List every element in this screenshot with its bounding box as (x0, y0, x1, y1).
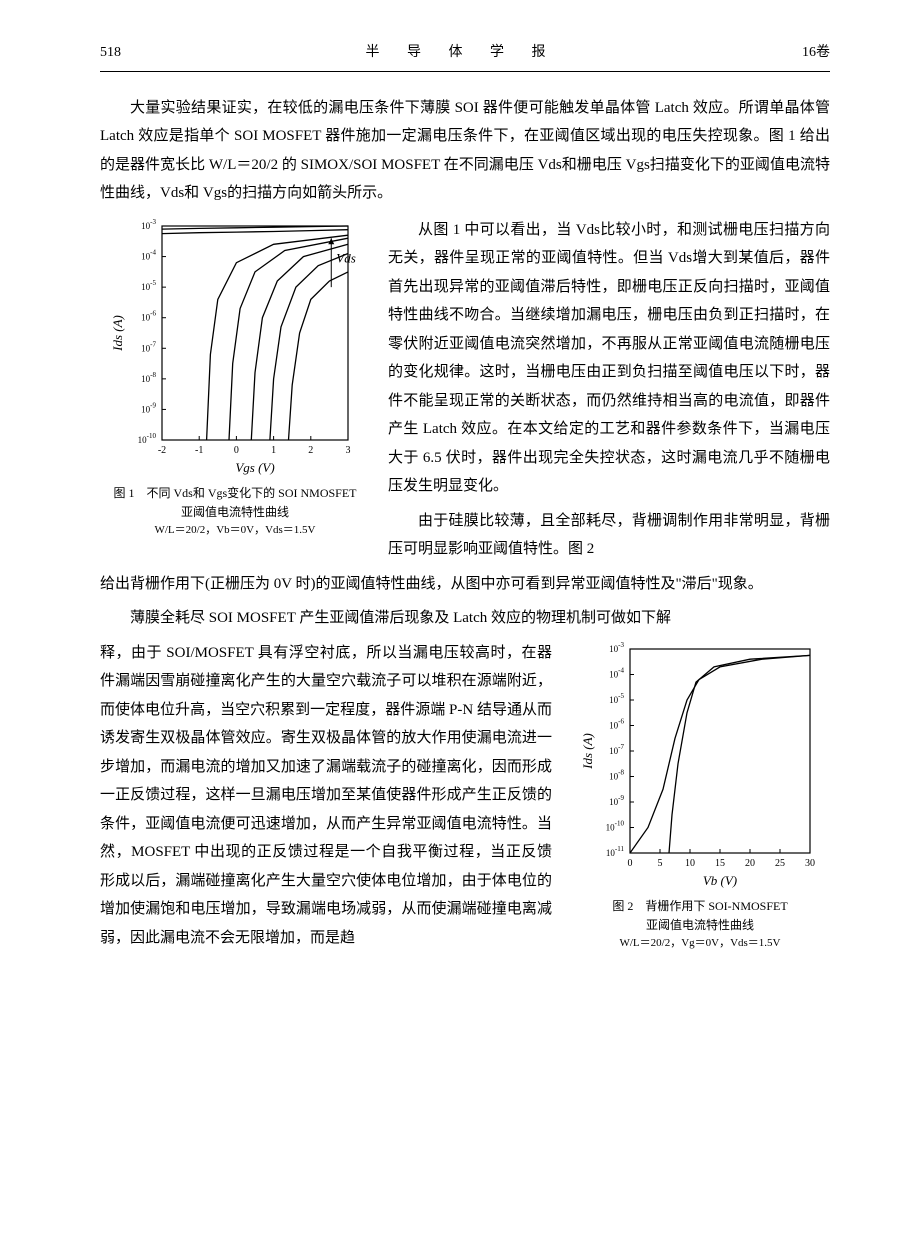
svg-text:10-7: 10-7 (609, 743, 624, 756)
fig2-cap-line2: 亚阈值电流特性曲线 (570, 916, 830, 935)
paragraph-1: 大量实验结果证实，在较低的漏电压条件下薄膜 SOI 器件便可能触发单晶体管 La… (100, 94, 830, 208)
svg-text:10-4: 10-4 (609, 666, 624, 679)
fig2-cap-line3: W/L＝20/2，Vg＝0V，Vds＝1.5V (570, 935, 830, 953)
figure-2-chart: 10-11 10-10 10-9 10-8 10-7 10-6 10-5 10-4 10-3 0 5… (580, 639, 820, 889)
paragraph-3-part: 由于硅膜比较薄，且全部耗尽，背栅调制作用非常明显，背栅压可明显影响亚阈值特性。图… (388, 507, 830, 564)
figure-1-block: 10-10 10-9 10-8 10-7 10-6 10-5 10-4 10-3 -2 -1 0 1 2… (100, 216, 370, 570)
figure-2-caption: 图 2 背栅作用下 SOI-NMOSFET 亚阈值电流特性曲线 W/L＝20/2… (570, 897, 830, 953)
fig2-cap-line1: 图 2 背栅作用下 SOI-NMOSFET (570, 897, 830, 916)
svg-text:0: 0 (234, 445, 239, 456)
paragraph-2: 从图 1 中可以看出，当 Vds比较小时，和测试栅电压扫描方向无关，器件呈现正常… (388, 216, 830, 501)
fig1-cap-line2: 亚阈值电流特性曲线 (100, 503, 370, 522)
svg-text:10-10: 10-10 (138, 432, 157, 445)
svg-text:10-9: 10-9 (141, 401, 156, 414)
paragraph-3-cont: 给出背栅作用下(正栅压为 0V 时)的亚阈值特性曲线，从图中亦可看到异常亚阈值特… (100, 570, 830, 599)
svg-text:-1: -1 (195, 445, 203, 456)
fig1-cap-line3: W/L＝20/2，Vb＝0V，Vds＝1.5V (100, 522, 370, 540)
page-header: 518 半 导 体 学 报 16卷 (100, 40, 830, 72)
svg-text:0: 0 (628, 858, 633, 869)
svg-text:1: 1 (271, 445, 276, 456)
svg-text:10-3: 10-3 (141, 218, 156, 231)
svg-text:10-7: 10-7 (141, 340, 156, 353)
svg-text:10-4: 10-4 (141, 248, 156, 261)
volume: 16卷 (802, 40, 830, 67)
svg-text:Ids (A): Ids (A) (110, 315, 125, 352)
svg-text:-2: -2 (158, 445, 166, 456)
figure-1-caption: 图 1 不同 Vds和 Vgs变化下的 SOI NMOSFET 亚阈值电流特性曲… (100, 484, 370, 540)
figure1-text-wrap: 10-10 10-9 10-8 10-7 10-6 10-5 10-4 10-3 -2 -1 0 1 2… (100, 216, 830, 570)
svg-text:Vds: Vds (336, 250, 356, 265)
svg-text:25: 25 (775, 858, 785, 869)
paragraph-4b: 释，由于 SOI/MOSFET 具有浮空衬底，所以当漏电压较高时，在器件漏端因雪… (100, 639, 552, 953)
svg-text:Vb (V): Vb (V) (703, 873, 737, 888)
svg-text:Vgs (V): Vgs (V) (235, 460, 274, 475)
svg-text:20: 20 (745, 858, 755, 869)
page-number: 518 (100, 40, 121, 67)
svg-text:10-5: 10-5 (141, 279, 156, 292)
figure2-text-wrap: 释，由于 SOI/MOSFET 具有浮空衬底，所以当漏电压较高时，在器件漏端因雪… (100, 639, 830, 959)
figure-1-chart: 10-10 10-9 10-8 10-7 10-6 10-5 10-4 10-3 -2 -1 0 1 2… (110, 216, 360, 476)
svg-text:30: 30 (805, 858, 815, 869)
svg-text:Ids (A): Ids (A) (580, 733, 595, 770)
figure-2-block: 10-11 10-10 10-9 10-8 10-7 10-6 10-5 10-4 10-3 0 5… (570, 639, 830, 959)
svg-text:10-5: 10-5 (609, 692, 624, 705)
svg-text:10-8: 10-8 (609, 768, 624, 781)
svg-text:10-11: 10-11 (606, 845, 625, 858)
journal-title: 半 导 体 学 报 (366, 40, 558, 67)
svg-text:10-6: 10-6 (141, 309, 156, 322)
paragraph-2-3-col: 从图 1 中可以看出，当 Vds比较小时，和测试栅电压扫描方向无关，器件呈现正常… (388, 216, 830, 570)
svg-text:5: 5 (658, 858, 663, 869)
svg-text:2: 2 (308, 445, 313, 456)
svg-text:10-3: 10-3 (609, 641, 624, 654)
svg-text:10-6: 10-6 (609, 717, 624, 730)
paragraph-4a: 薄膜全耗尽 SOI MOSFET 产生亚阈值滞后现象及 Latch 效应的物理机… (100, 604, 830, 633)
fig1-cap-line1: 图 1 不同 Vds和 Vgs变化下的 SOI NMOSFET (100, 484, 370, 503)
para3-inline: 由于硅膜比较薄，且全部耗尽，背栅调制作用非常明显，背栅压可明显影响亚阈值特性。图… (388, 513, 830, 558)
svg-text:10-8: 10-8 (141, 370, 156, 383)
svg-text:3: 3 (346, 445, 351, 456)
svg-text:10-9: 10-9 (609, 794, 624, 807)
svg-text:10-10: 10-10 (606, 819, 625, 832)
svg-text:15: 15 (715, 858, 725, 869)
svg-text:10: 10 (685, 858, 695, 869)
